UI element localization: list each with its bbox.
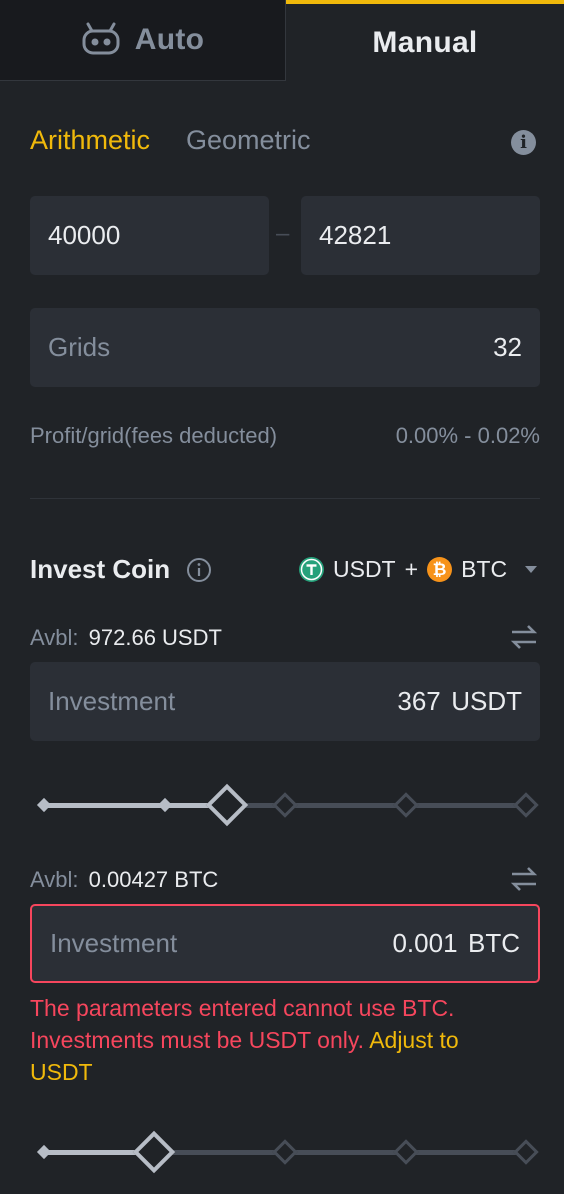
invest-info-icon[interactable] [186, 557, 212, 588]
coin-btc-label: BTC [461, 556, 508, 582]
slider-tick-50[interactable] [272, 1139, 298, 1165]
slider-tick-0[interactable] [36, 1144, 52, 1160]
slider-thumb[interactable] [205, 783, 249, 827]
btc-slider[interactable] [30, 1122, 540, 1182]
slider-tick-75[interactable] [393, 792, 419, 818]
mode-geometric[interactable]: Geometric [186, 125, 311, 155]
swap-icon-usdt[interactable] [510, 624, 538, 655]
upper-price-value: 42821 [319, 220, 392, 250]
slider-tick-0[interactable] [36, 797, 52, 813]
grids-label: Grids [48, 332, 111, 362]
slider-tick-25[interactable] [157, 797, 173, 813]
range-separator: – [276, 220, 290, 247]
slider-tick-50[interactable] [272, 792, 298, 818]
profit-label: Profit/grid(fees deducted) [30, 423, 278, 448]
upper-price-input[interactable]: 42821 [301, 196, 540, 275]
lower-price-value: 40000 [48, 220, 121, 250]
coin-plus: + [404, 556, 419, 582]
slider-fill [44, 1150, 154, 1155]
divider [30, 498, 540, 499]
btc-investment-amount: 0.001 [392, 928, 458, 958]
adjust-to-usdt-link[interactable]: Adjust to USDT [30, 1027, 459, 1085]
btc-coin-icon: ₿ [427, 557, 453, 582]
tab-manual-label: Manual [372, 25, 478, 59]
tab-auto-label: Auto [134, 23, 205, 56]
slider-tick-75[interactable] [393, 1139, 419, 1165]
error-text: The parameters entered cannot use BTC. I… [30, 995, 455, 1053]
error-message: The parameters entered cannot use BTC. I… [30, 992, 500, 1088]
tab-auto[interactable]: Auto [0, 0, 286, 81]
slider-tick-100[interactable] [513, 1139, 539, 1165]
coin-selector[interactable]: USDT + ₿ BTC [299, 556, 538, 583]
usdt-available: Avbl: 972.66 USDT [30, 625, 222, 651]
btc-avbl-label: Avbl: [30, 867, 79, 892]
btc-investment-input[interactable]: Investment 0.001 BTC [30, 904, 540, 983]
btc-investment-unit: BTC [468, 928, 520, 958]
profit-value: 0.00% - 0.02% [395, 423, 540, 448]
usdt-coin-icon [299, 557, 324, 582]
usdt-avbl-value: 972.66 USDT [88, 625, 222, 650]
info-icon[interactable]: i [511, 130, 536, 155]
grids-input[interactable]: Grids 32 [30, 308, 540, 387]
dropdown-caret-icon [524, 561, 538, 579]
lower-price-input[interactable]: 40000 [30, 196, 269, 275]
invest-coin-title: Invest Coin [30, 554, 171, 584]
usdt-avbl-label: Avbl: [30, 625, 79, 650]
mode-arithmetic[interactable]: Arithmetic [30, 125, 151, 155]
btc-available: Avbl: 0.00427 BTC [30, 867, 218, 893]
slider-fill [44, 803, 226, 808]
btc-avbl-value: 0.00427 BTC [88, 867, 219, 892]
usdt-slider[interactable] [30, 775, 540, 835]
slider-thumb[interactable] [132, 1130, 176, 1174]
coin-usdt-label: USDT [333, 556, 396, 582]
usdt-investment-unit: USDT [451, 686, 522, 716]
grids-value: 32 [493, 332, 522, 362]
usdt-investment-placeholder: Investment [48, 686, 176, 716]
usdt-investment-amount: 367 [397, 686, 441, 716]
usdt-investment-input[interactable]: Investment 367 USDT [30, 662, 540, 741]
btc-investment-placeholder: Investment [50, 928, 178, 958]
swap-icon-btc[interactable] [510, 866, 538, 897]
robot-icon [81, 21, 121, 60]
slider-tick-100[interactable] [513, 792, 539, 818]
tab-manual[interactable]: Manual [286, 0, 564, 81]
